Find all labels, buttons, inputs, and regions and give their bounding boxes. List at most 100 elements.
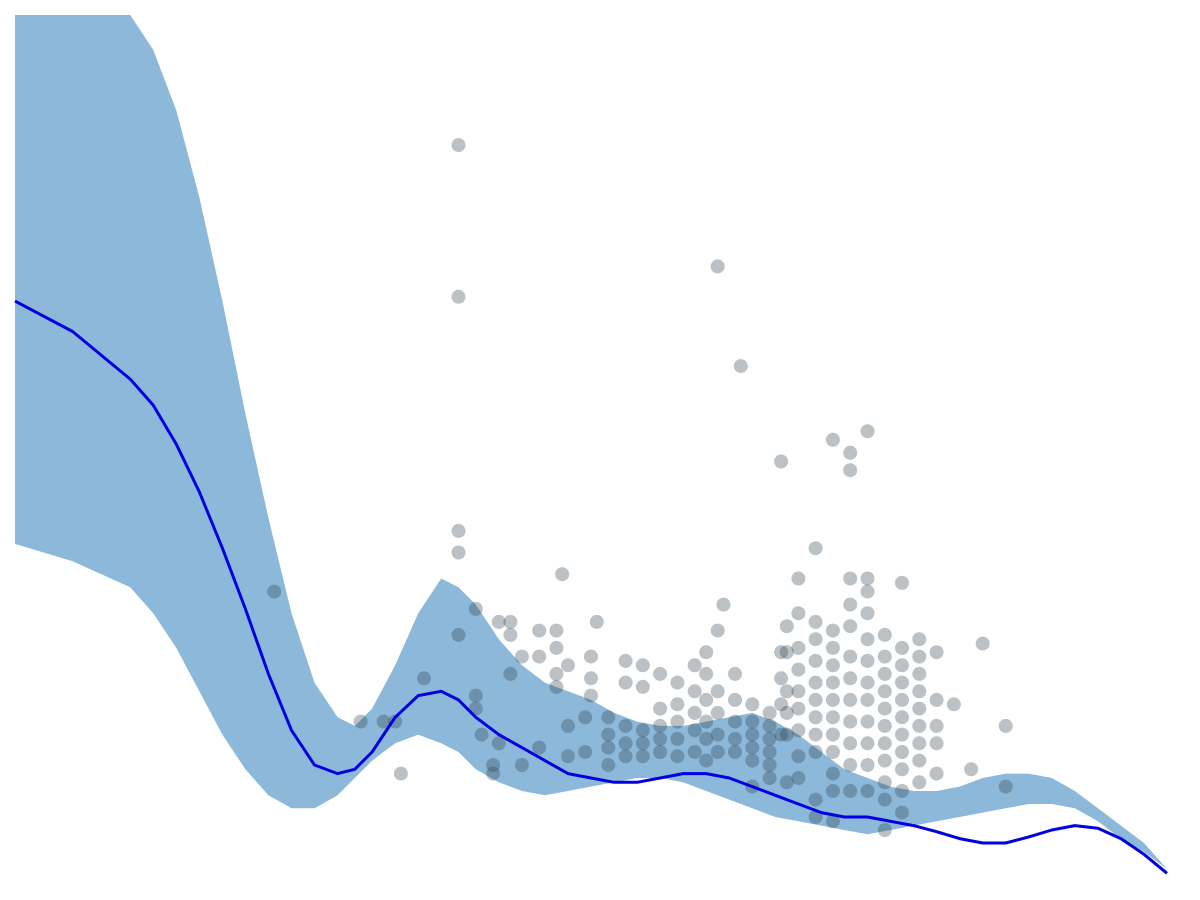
scatter-point [929, 645, 944, 660]
scatter-point [549, 623, 564, 638]
scatter-point [808, 710, 823, 725]
scatter-point [635, 749, 650, 764]
scatter-point [653, 701, 668, 716]
scatter-point [578, 710, 593, 725]
scatter-point [825, 745, 840, 759]
scatter-point [601, 758, 616, 772]
scatter-point [589, 614, 604, 629]
scatter-point [745, 727, 760, 742]
scatter-point [503, 614, 518, 629]
scatter-point [843, 463, 858, 478]
scatter-point [670, 714, 685, 729]
scatter-point [728, 666, 742, 681]
scatter-point [860, 675, 875, 690]
scatter-point [843, 736, 858, 751]
scatter-point [808, 653, 823, 668]
scatter-point [808, 745, 823, 759]
scatter-point [895, 762, 909, 777]
scatter-point [774, 727, 789, 742]
scatter-point [635, 723, 650, 738]
scatter-point [912, 736, 927, 751]
scatter-point [451, 138, 466, 153]
scatter-point [670, 731, 685, 746]
scatter-point [670, 675, 685, 690]
scatter-point [601, 727, 616, 742]
scatter-point [774, 645, 789, 660]
scatter-point [860, 784, 875, 798]
scatter-point [762, 745, 777, 759]
scatter-point [779, 775, 794, 790]
scatter-point [762, 758, 777, 772]
scatter-point [584, 671, 598, 686]
scatter-point [745, 753, 760, 768]
scatter-point [791, 701, 806, 716]
scatter-point [825, 432, 840, 447]
scatter-point [635, 736, 650, 751]
scatter-point [267, 584, 282, 599]
scatter-point [843, 597, 858, 612]
scatter-point [687, 705, 702, 720]
scatter-point [843, 692, 858, 707]
scatter-point [975, 636, 990, 651]
scatter-point [584, 688, 598, 703]
scatter-point [710, 705, 725, 720]
scatter-point [791, 640, 806, 655]
scatter-point [503, 627, 518, 642]
scatter-point [687, 723, 702, 738]
scatter-point [699, 753, 714, 768]
scatter-point [762, 705, 777, 720]
scatter-point [699, 731, 714, 746]
scatter-point [964, 762, 979, 777]
scatter-point [895, 675, 909, 690]
scatter-point [912, 753, 927, 768]
scatter-point [468, 688, 483, 703]
scatter-point [670, 749, 685, 764]
scatter-point [998, 718, 1013, 733]
scatter-point [779, 705, 794, 720]
scatter-point [762, 718, 777, 733]
scatter-point [843, 758, 858, 772]
scatter-point [376, 714, 391, 729]
scatter-point [912, 666, 927, 681]
scatter-point [825, 692, 840, 707]
scatter-point [417, 671, 431, 686]
scatter-point [825, 814, 840, 829]
scatter-point [825, 784, 840, 798]
scatter-point [808, 675, 823, 690]
scatter-point [774, 454, 789, 469]
scatter-point [791, 771, 806, 785]
scatter-point [877, 718, 892, 733]
scatter-point [825, 766, 840, 781]
scatter-point [912, 718, 927, 733]
scatter-point [791, 606, 806, 621]
scatter-point [728, 745, 742, 759]
scatter-point [843, 671, 858, 686]
scatter-point [653, 666, 668, 681]
scatter-point [555, 567, 570, 582]
scatter-point [710, 259, 725, 274]
scatter-point [733, 359, 748, 374]
scatter-point [762, 731, 777, 746]
scatter-point [895, 745, 909, 759]
confidence-band [15, 15, 1167, 869]
scatter-point [860, 714, 875, 729]
scatter-point [808, 541, 823, 556]
scatter-point [929, 736, 944, 751]
scatter-point [728, 692, 742, 707]
scatter-point [808, 632, 823, 647]
scatter-point [877, 823, 892, 837]
scatter-point [491, 614, 506, 629]
scatter-point [774, 671, 789, 686]
scatter-point [699, 666, 714, 681]
scatter-point [779, 727, 794, 742]
scatter-point [618, 749, 633, 764]
scatter-point [825, 675, 840, 690]
scatter-point [825, 727, 840, 742]
scatter-point [601, 740, 616, 755]
scatter-point [860, 424, 875, 439]
scatter-point [618, 718, 633, 733]
scatter-point [468, 601, 483, 616]
scatter-point [635, 679, 650, 694]
scatter-point [393, 766, 408, 781]
scatter-point [779, 684, 794, 699]
